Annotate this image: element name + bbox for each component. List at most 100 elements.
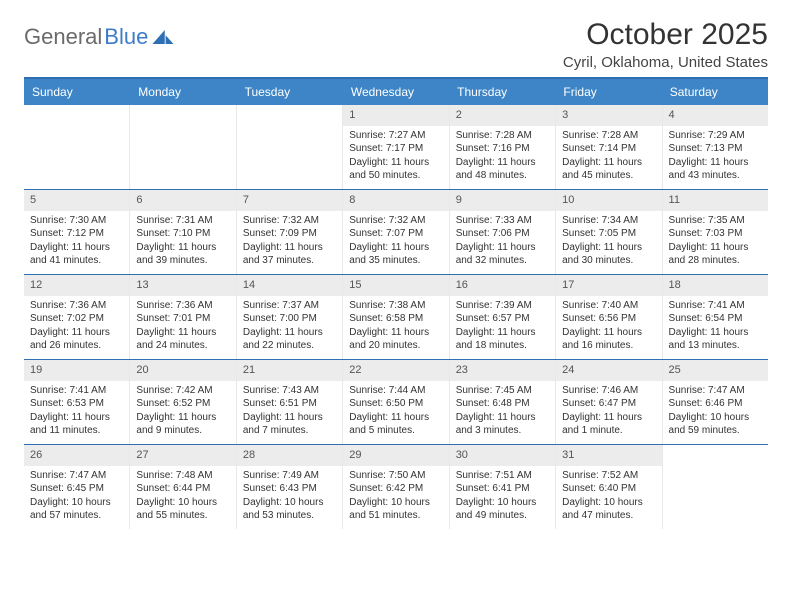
day-cell: 14Sunrise: 7:37 AMSunset: 7:00 PMDayligh… <box>237 275 343 359</box>
daylight-line: Daylight: 11 hours and 11 minutes. <box>30 411 123 438</box>
day-cell: 17Sunrise: 7:40 AMSunset: 6:56 PMDayligh… <box>556 275 662 359</box>
sunset-line: Sunset: 7:06 PM <box>456 227 549 241</box>
daylight-line: Daylight: 11 hours and 43 minutes. <box>669 156 762 183</box>
daylight-line: Daylight: 11 hours and 24 minutes. <box>136 326 229 353</box>
daylight-line: Daylight: 11 hours and 20 minutes. <box>349 326 442 353</box>
day-cell: 27Sunrise: 7:48 AMSunset: 6:44 PMDayligh… <box>130 445 236 529</box>
sunrise-line: Sunrise: 7:40 AM <box>562 299 655 313</box>
day-cell: 23Sunrise: 7:45 AMSunset: 6:48 PMDayligh… <box>450 360 556 444</box>
sunset-line: Sunset: 6:51 PM <box>243 397 336 411</box>
sunset-line: Sunset: 6:48 PM <box>456 397 549 411</box>
sunset-line: Sunset: 6:44 PM <box>136 482 229 496</box>
daylight-line: Daylight: 11 hours and 41 minutes. <box>30 241 123 268</box>
week-row: 12Sunrise: 7:36 AMSunset: 7:02 PMDayligh… <box>24 274 768 359</box>
day-body: Sunrise: 7:38 AMSunset: 6:58 PMDaylight:… <box>343 296 448 357</box>
day-body: Sunrise: 7:50 AMSunset: 6:42 PMDaylight:… <box>343 466 448 527</box>
sunrise-line: Sunrise: 7:36 AM <box>30 299 123 313</box>
weekday-header: Thursday <box>449 79 555 105</box>
sunset-line: Sunset: 6:46 PM <box>669 397 762 411</box>
sunset-line: Sunset: 7:07 PM <box>349 227 442 241</box>
day-body: Sunrise: 7:36 AMSunset: 7:01 PMDaylight:… <box>130 296 235 357</box>
day-cell: 3Sunrise: 7:28 AMSunset: 7:14 PMDaylight… <box>556 105 662 189</box>
daylight-line: Daylight: 11 hours and 18 minutes. <box>456 326 549 353</box>
weekday-header: Saturday <box>662 79 768 105</box>
sunrise-line: Sunrise: 7:30 AM <box>30 214 123 228</box>
day-body: Sunrise: 7:40 AMSunset: 6:56 PMDaylight:… <box>556 296 661 357</box>
day-cell: 20Sunrise: 7:42 AMSunset: 6:52 PMDayligh… <box>130 360 236 444</box>
daylight-line: Daylight: 10 hours and 59 minutes. <box>669 411 762 438</box>
sunset-line: Sunset: 6:54 PM <box>669 312 762 326</box>
weekday-header: Wednesday <box>343 79 449 105</box>
day-cell: 8Sunrise: 7:32 AMSunset: 7:07 PMDaylight… <box>343 190 449 274</box>
sunrise-line: Sunrise: 7:42 AM <box>136 384 229 398</box>
day-body: Sunrise: 7:47 AMSunset: 6:46 PMDaylight:… <box>663 381 768 442</box>
day-number: 21 <box>237 360 342 381</box>
day-cell: 6Sunrise: 7:31 AMSunset: 7:10 PMDaylight… <box>130 190 236 274</box>
day-cell: 4Sunrise: 7:29 AMSunset: 7:13 PMDaylight… <box>663 105 768 189</box>
sunset-line: Sunset: 7:09 PM <box>243 227 336 241</box>
sunrise-line: Sunrise: 7:41 AM <box>30 384 123 398</box>
day-cell: 13Sunrise: 7:36 AMSunset: 7:01 PMDayligh… <box>130 275 236 359</box>
daylight-line: Daylight: 11 hours and 3 minutes. <box>456 411 549 438</box>
empty-cell <box>24 105 130 189</box>
day-cell: 1Sunrise: 7:27 AMSunset: 7:17 PMDaylight… <box>343 105 449 189</box>
sunrise-line: Sunrise: 7:33 AM <box>456 214 549 228</box>
daylight-line: Daylight: 11 hours and 28 minutes. <box>669 241 762 268</box>
day-body: Sunrise: 7:47 AMSunset: 6:45 PMDaylight:… <box>24 466 129 527</box>
sunrise-line: Sunrise: 7:31 AM <box>136 214 229 228</box>
sunset-line: Sunset: 7:10 PM <box>136 227 229 241</box>
day-body: Sunrise: 7:42 AMSunset: 6:52 PMDaylight:… <box>130 381 235 442</box>
day-cell: 12Sunrise: 7:36 AMSunset: 7:02 PMDayligh… <box>24 275 130 359</box>
sunset-line: Sunset: 6:58 PM <box>349 312 442 326</box>
sunrise-line: Sunrise: 7:38 AM <box>349 299 442 313</box>
location-text: Cyril, Oklahoma, United States <box>563 54 768 71</box>
day-cell: 10Sunrise: 7:34 AMSunset: 7:05 PMDayligh… <box>556 190 662 274</box>
day-body: Sunrise: 7:44 AMSunset: 6:50 PMDaylight:… <box>343 381 448 442</box>
day-cell: 15Sunrise: 7:38 AMSunset: 6:58 PMDayligh… <box>343 275 449 359</box>
sunset-line: Sunset: 7:00 PM <box>243 312 336 326</box>
sunrise-line: Sunrise: 7:37 AM <box>243 299 336 313</box>
sunset-line: Sunset: 7:13 PM <box>669 142 762 156</box>
day-number: 30 <box>450 445 555 466</box>
day-cell: 24Sunrise: 7:46 AMSunset: 6:47 PMDayligh… <box>556 360 662 444</box>
day-number: 14 <box>237 275 342 296</box>
day-number: 25 <box>663 360 768 381</box>
daylight-line: Daylight: 11 hours and 45 minutes. <box>562 156 655 183</box>
day-body: Sunrise: 7:49 AMSunset: 6:43 PMDaylight:… <box>237 466 342 527</box>
sunset-line: Sunset: 6:41 PM <box>456 482 549 496</box>
day-number: 15 <box>343 275 448 296</box>
sunrise-line: Sunrise: 7:28 AM <box>456 129 549 143</box>
sunrise-line: Sunrise: 7:49 AM <box>243 469 336 483</box>
calendar-grid: SundayMondayTuesdayWednesdayThursdayFrid… <box>24 77 768 529</box>
title-block: October 2025 Cyril, Oklahoma, United Sta… <box>563 18 768 71</box>
day-body: Sunrise: 7:43 AMSunset: 6:51 PMDaylight:… <box>237 381 342 442</box>
empty-cell <box>237 105 343 189</box>
day-body: Sunrise: 7:39 AMSunset: 6:57 PMDaylight:… <box>450 296 555 357</box>
day-cell: 28Sunrise: 7:49 AMSunset: 6:43 PMDayligh… <box>237 445 343 529</box>
sunrise-line: Sunrise: 7:32 AM <box>243 214 336 228</box>
day-cell: 22Sunrise: 7:44 AMSunset: 6:50 PMDayligh… <box>343 360 449 444</box>
day-cell: 2Sunrise: 7:28 AMSunset: 7:16 PMDaylight… <box>450 105 556 189</box>
day-number: 9 <box>450 190 555 211</box>
day-body: Sunrise: 7:41 AMSunset: 6:54 PMDaylight:… <box>663 296 768 357</box>
sunrise-line: Sunrise: 7:52 AM <box>562 469 655 483</box>
daylight-line: Daylight: 11 hours and 5 minutes. <box>349 411 442 438</box>
day-cell: 26Sunrise: 7:47 AMSunset: 6:45 PMDayligh… <box>24 445 130 529</box>
day-body: Sunrise: 7:48 AMSunset: 6:44 PMDaylight:… <box>130 466 235 527</box>
day-number: 24 <box>556 360 661 381</box>
day-body: Sunrise: 7:45 AMSunset: 6:48 PMDaylight:… <box>450 381 555 442</box>
sunrise-line: Sunrise: 7:34 AM <box>562 214 655 228</box>
weekday-header: Sunday <box>24 79 130 105</box>
day-number: 28 <box>237 445 342 466</box>
sunrise-line: Sunrise: 7:27 AM <box>349 129 442 143</box>
logo-sail-icon <box>152 30 174 44</box>
sunset-line: Sunset: 7:01 PM <box>136 312 229 326</box>
sunrise-line: Sunrise: 7:28 AM <box>562 129 655 143</box>
daylight-line: Daylight: 10 hours and 47 minutes. <box>562 496 655 523</box>
daylight-line: Daylight: 11 hours and 50 minutes. <box>349 156 442 183</box>
day-number: 10 <box>556 190 661 211</box>
sunrise-line: Sunrise: 7:35 AM <box>669 214 762 228</box>
sunrise-line: Sunrise: 7:43 AM <box>243 384 336 398</box>
daylight-line: Daylight: 11 hours and 7 minutes. <box>243 411 336 438</box>
sunset-line: Sunset: 6:47 PM <box>562 397 655 411</box>
